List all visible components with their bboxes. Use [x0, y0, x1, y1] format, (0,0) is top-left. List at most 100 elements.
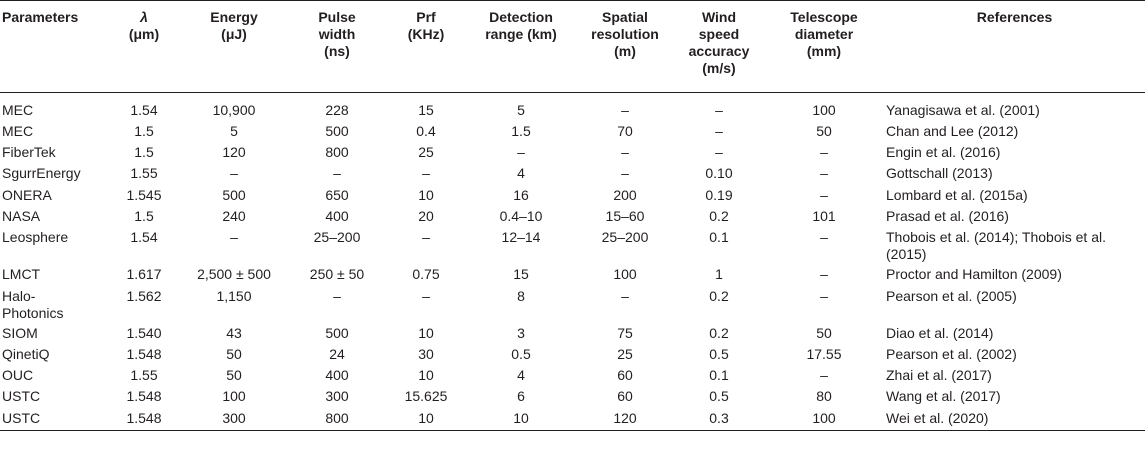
table-cell: QinetiQ — [2, 345, 50, 362]
table-cell: 1.5 — [134, 144, 154, 161]
table-cell: 10 — [418, 367, 434, 384]
table-cell: 25–200 — [313, 229, 361, 246]
table-cell: 10 — [466, 408, 576, 431]
table-cell: Engin et al. (2016) — [886, 144, 1001, 161]
column-header: Spatial resolution (m) — [576, 0, 674, 93]
table-cell: 15 — [418, 101, 434, 118]
table-cell: 800 — [325, 144, 349, 161]
table-cell: 1.54 — [130, 101, 158, 118]
table-row: MEC 1.54 10,900 228 15 5 – – 100 Yanagisawa et al… — [0, 101, 1145, 122]
table-cell: Lombard et al. (2015a) — [886, 186, 1028, 203]
table-cell: 1,150 — [216, 287, 252, 304]
table-cell: USTC — [0, 408, 108, 431]
table-cell: 8 — [517, 287, 525, 304]
table-cell: 0.5 — [511, 345, 531, 362]
table-cell: – — [422, 165, 430, 182]
table-cell: 15–60 — [605, 207, 645, 224]
table-cell: 0.2 — [709, 324, 729, 341]
table-row: OUC 1.55 50 400 10 4 60 0.1 – Zhai et al. (2017) — [0, 366, 1145, 387]
table-cell: SIOM — [2, 324, 38, 341]
table-cell: 1.548 — [126, 345, 162, 362]
table-cell: 4 — [517, 367, 525, 384]
table-cell: – — [621, 101, 629, 118]
table-cell: Thobois et al. (2014); Thobois et al. (20… — [886, 229, 1106, 263]
table-cell: – — [621, 287, 629, 304]
table-cell: 1.562 — [126, 287, 162, 304]
table-cell: 1.55 — [130, 367, 158, 384]
table-cell: Pearson et al. (2002) — [886, 345, 1017, 362]
table-row: USTC 1.548 100 300 15.625 6 60 0.5 80 Wang et al.… — [0, 387, 1145, 408]
table-cell: – — [230, 229, 238, 246]
table-cell: 300 — [325, 388, 349, 405]
table-cell: 0.2 — [709, 207, 729, 224]
table-cell: Wang et al. (2017) — [886, 388, 1001, 405]
table-row: NASA 1.5 240 400 20 0.4–10 15–60 0.2 101 Prasad e… — [0, 207, 1145, 228]
table-cell: 25 — [418, 144, 434, 161]
table-cell: 1.5 — [511, 122, 531, 139]
table-cell: 5 — [230, 122, 238, 139]
table-cell: 75 — [617, 324, 633, 341]
table-cell: Wei et al. (2020) — [884, 408, 1145, 431]
table-body: MEC 1.54 10,900 228 15 5– –100 Yanagisawa et al… — [0, 93, 1145, 431]
table-cell: SgurrEnergy — [2, 165, 81, 182]
table-cell: 1.548 — [126, 388, 162, 405]
table-cell: 10 — [418, 324, 434, 341]
table-cell: 0.75 — [412, 266, 440, 283]
table-cell: 50 — [816, 324, 832, 341]
table-cell: 0.4–10 — [499, 207, 543, 224]
table-row: Leosphere 1.54 – 25–200 – 12–14 25–200 0.1 – Thob… — [0, 228, 1145, 265]
table-cell: Prasad et al. (2016) — [886, 207, 1009, 224]
column-header: Parameters — [0, 0, 108, 93]
table-cell: 60 — [617, 388, 633, 405]
table-cell: 1.617 — [126, 266, 162, 283]
table-cell: – — [820, 266, 828, 283]
table-cell: – — [230, 165, 238, 182]
spacer-row — [0, 93, 1145, 101]
table-cell: 0.3 — [674, 408, 764, 431]
table-cell: – — [820, 144, 828, 161]
table-cell: 16 — [513, 186, 529, 203]
table-cell: 120 — [222, 144, 246, 161]
table-cell: FiberTek — [2, 144, 56, 161]
table-cell: 100 — [764, 408, 884, 431]
table-cell: 12–14 — [501, 229, 541, 246]
table-cell: – — [820, 367, 828, 384]
table-cell: 0.1 — [709, 229, 729, 246]
column-header: Pulse width (ns) — [288, 0, 386, 93]
table-cell: – — [820, 186, 828, 203]
table-cell: – — [820, 229, 828, 246]
table-cell: 1.5 — [134, 122, 154, 139]
column-header: Energy (μJ) — [180, 0, 288, 93]
table-cell: – — [333, 165, 341, 182]
table-cell: 3 — [517, 324, 525, 341]
table-cell: 70 — [617, 122, 633, 139]
column-header: Telescope diameter (mm) — [764, 0, 884, 93]
table-row: MEC 1.5 5 500 0.4 1.5 70 – 50 Chan and Lee (2012) — [0, 122, 1145, 143]
table-cell: 300 — [180, 408, 288, 431]
table-cell: 10 — [418, 186, 434, 203]
table-cell: 15 — [513, 266, 529, 283]
table-cell: – — [715, 144, 723, 161]
table-cell: 0.19 — [705, 186, 733, 203]
table-cell: Leosphere — [2, 229, 69, 246]
table-cell: – — [422, 287, 430, 304]
table-cell: 1.545 — [126, 186, 162, 203]
table-cell: 1 — [715, 266, 723, 283]
table-cell: – — [715, 122, 723, 139]
table-row: QinetiQ 1.548 50 24 30 0.5 25 0.5 17.55 Pearson e… — [0, 345, 1145, 366]
table-cell: 101 — [812, 207, 836, 224]
table-cell: 25–200 — [601, 229, 649, 246]
table-cell: – — [621, 144, 629, 161]
table-row: SIOM 1.540 43 500 10 3 75 0.2 50 Diao et al. (201… — [0, 324, 1145, 345]
table-cell: Pearson et al. (2005) — [886, 287, 1017, 304]
table-cell: 200 — [613, 186, 637, 203]
table-cell: 0.1 — [709, 367, 729, 384]
table-cell: Proctor and Hamilton (2009) — [886, 266, 1062, 283]
column-header: λ (μm) — [108, 0, 180, 93]
table-cell: 50 — [226, 367, 242, 384]
table-cell: 20 — [418, 207, 434, 224]
table-cell: 1.540 — [126, 324, 162, 341]
table-cell: Halo- Photonics — [2, 287, 64, 321]
table-cell: 100 — [812, 101, 836, 118]
table-cell: 100 — [613, 266, 637, 283]
